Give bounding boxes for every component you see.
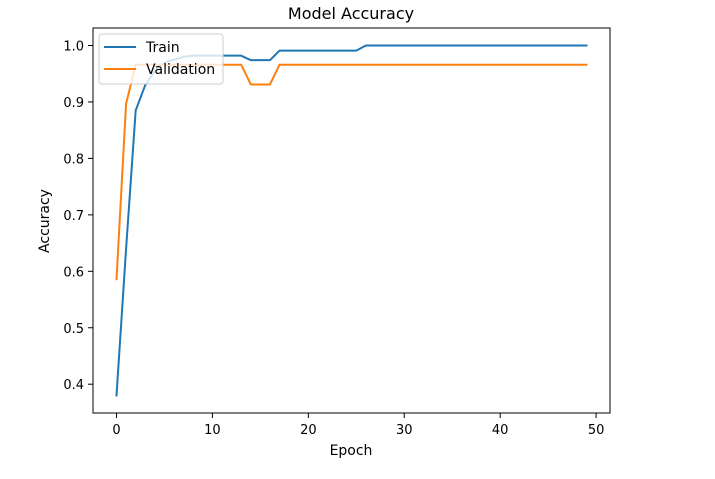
- x-tick-label: 0: [112, 423, 120, 438]
- x-tick-label: 30: [396, 423, 413, 438]
- plot-frame: [92, 27, 611, 414]
- series-line-train: [115, 44, 588, 397]
- x-tick-label: 20: [300, 423, 317, 438]
- y-axis-label: Accuracy: [37, 189, 53, 253]
- x-axis-ticks: 0 10 20 30 40 50: [112, 413, 604, 438]
- y-tick-label: 0.7: [63, 209, 84, 224]
- y-tick-label: 0.6: [63, 265, 84, 280]
- legend-label-validation: Validation: [146, 62, 215, 78]
- y-tick-label: 1.0: [63, 40, 84, 55]
- x-tick-label: 40: [492, 423, 509, 438]
- series-layer: [115, 44, 588, 397]
- legend-label-train: Train: [145, 40, 180, 56]
- chart-title: Model Accuracy: [288, 4, 414, 23]
- y-axis-ticks: 0.4 0.5 0.6 0.7 0.8 0.9 1.0: [63, 40, 93, 393]
- y-tick-label: 0.9: [63, 96, 84, 111]
- x-axis-label: Epoch: [330, 443, 373, 459]
- y-tick-label: 0.5: [63, 322, 84, 337]
- x-tick-label: 10: [204, 423, 221, 438]
- y-tick-label: 0.4: [63, 378, 84, 393]
- series-line-validation: [115, 63, 588, 281]
- y-tick-label: 0.8: [63, 152, 84, 167]
- legend: Train Validation: [98, 33, 224, 85]
- x-tick-label: 50: [588, 423, 605, 438]
